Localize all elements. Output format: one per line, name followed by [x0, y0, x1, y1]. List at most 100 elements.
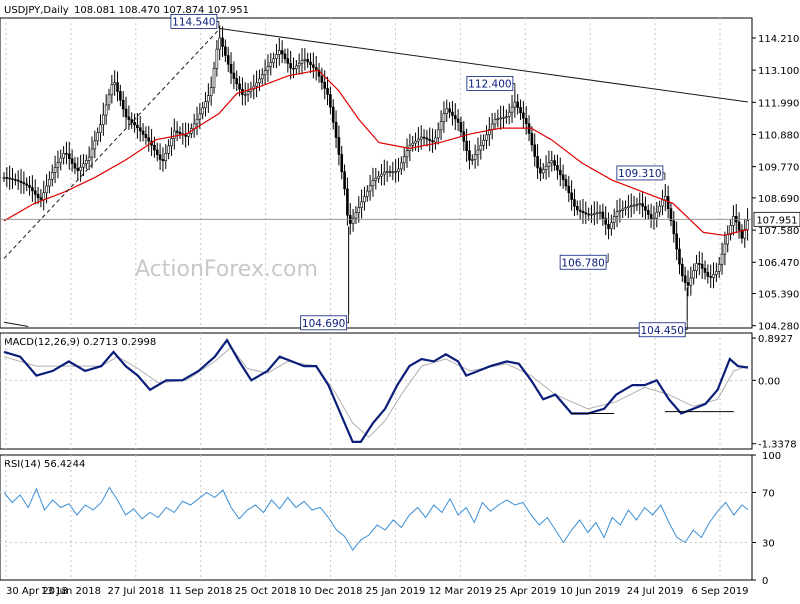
- price-candle-body: [266, 66, 270, 72]
- price-candle-body: [604, 217, 607, 225]
- rsi-panel-frame: [0, 454, 753, 581]
- price-candle-body: [385, 171, 389, 173]
- price-candle-body: [96, 132, 99, 142]
- price-y-tick-label: 108.690: [758, 194, 799, 205]
- macd-y-tick-label: 0.00: [758, 376, 780, 387]
- x-tick-label: 25 Apr 2019: [494, 586, 556, 597]
- price-candle-body: [627, 206, 630, 208]
- price-candle-body: [138, 127, 142, 132]
- price-panel-frame: [0, 17, 753, 329]
- price-candle-body: [164, 152, 168, 162]
- price-candle-body: [453, 115, 457, 120]
- price-candle-body: [124, 108, 128, 118]
- price-candle-body: [354, 212, 358, 219]
- price-candle-body: [175, 130, 179, 133]
- price-candle-body: [363, 196, 366, 203]
- price-candle-body: [280, 50, 284, 55]
- price-candle-body: [201, 107, 204, 115]
- price-candle-body: [558, 169, 562, 176]
- annotation-box: [616, 165, 664, 181]
- price-candle-body: [507, 111, 511, 117]
- price-candle-body: [417, 138, 420, 142]
- price-candle-body: [510, 106, 514, 113]
- price-candle-body: [669, 208, 673, 222]
- price-candle-body: [618, 210, 622, 213]
- price-candle-body: [715, 271, 718, 275]
- price-candle-body: [42, 192, 46, 200]
- price-candle-body: [158, 154, 162, 160]
- x-tick-label: 30 Apr 2018: [6, 586, 68, 597]
- price-candle-body: [666, 196, 670, 209]
- price-candle-body: [698, 263, 701, 265]
- price-candle-body: [723, 243, 727, 255]
- price-candle-body: [587, 213, 590, 216]
- price-candle-body: [48, 178, 51, 187]
- annotation-label: 114.540: [172, 16, 215, 28]
- price-candle-body: [663, 196, 667, 201]
- trendline: [3, 321, 29, 328]
- x-tick-label: 13 Jun 2018: [41, 586, 101, 597]
- price-candle-body: [638, 203, 642, 205]
- price-candle-body: [184, 134, 187, 137]
- last-price-box: [753, 211, 800, 227]
- price-candle-body: [16, 179, 20, 182]
- annotation-label: 106.780: [561, 257, 604, 269]
- price-candle-body: [737, 221, 741, 231]
- price-candle-body: [215, 48, 219, 69]
- x-tick-label: 6 Sep 2019: [691, 586, 748, 597]
- price-candle-body: [502, 116, 505, 119]
- price-candle-body: [703, 268, 707, 273]
- price-candle-body: [36, 193, 40, 198]
- price-candle-body: [632, 204, 636, 207]
- price-candle-body: [397, 168, 400, 172]
- price-candle-body: [167, 145, 170, 154]
- price-candle-body: [286, 58, 290, 64]
- price-candle-body: [246, 91, 250, 95]
- rsi-panel-label: RSI(14) 56.4244: [4, 459, 85, 470]
- price-candle-body: [635, 203, 639, 206]
- price-candle-body: [334, 121, 338, 138]
- price-candle-body: [505, 116, 508, 118]
- price-candle-body: [28, 184, 31, 188]
- price-candle-body: [425, 137, 429, 140]
- price-candle-body: [263, 70, 267, 76]
- price-y-tick-label: 113.100: [758, 66, 799, 77]
- price-candle-body: [649, 214, 653, 219]
- price-candle-body: [11, 178, 14, 180]
- price-candle-body: [675, 233, 678, 250]
- annotation-box: [300, 315, 348, 331]
- price-candle-body: [539, 167, 542, 174]
- price-candle-body: [700, 263, 704, 269]
- price-candle-body: [90, 148, 94, 158]
- price-candle-body: [380, 173, 383, 177]
- price-candle-body: [306, 59, 309, 63]
- price-candle-body: [144, 134, 148, 139]
- price-candle-body: [170, 138, 173, 147]
- price-candle-body: [329, 94, 332, 108]
- price-candle-body: [468, 150, 471, 161]
- price-candle-body: [5, 177, 9, 179]
- price-candle-body: [530, 133, 534, 146]
- price-candle-body: [195, 118, 199, 125]
- price-candle-body: [544, 165, 548, 170]
- price-candle-body: [312, 64, 315, 68]
- price-candle-body: [720, 253, 724, 265]
- price-candle-body: [561, 174, 565, 180]
- price-candle-body: [326, 88, 329, 95]
- price-candle-body: [473, 154, 477, 160]
- price-candle-body: [161, 159, 165, 162]
- price-candle-body: [204, 101, 207, 109]
- price-candle-body: [155, 149, 159, 156]
- macd-signal-line: [3, 346, 749, 438]
- price-candle-body: [104, 104, 108, 116]
- price-candle-body: [493, 119, 497, 125]
- price-candle-body: [556, 165, 559, 171]
- price-candle-body: [641, 203, 644, 207]
- price-candle-body: [309, 61, 312, 66]
- price-candle-body: [598, 211, 602, 214]
- price-candle-body: [283, 53, 287, 59]
- price-candle-body: [102, 114, 105, 125]
- price-candle-body: [255, 82, 258, 87]
- price-candle-body: [533, 144, 537, 157]
- price-candle-body: [442, 113, 446, 123]
